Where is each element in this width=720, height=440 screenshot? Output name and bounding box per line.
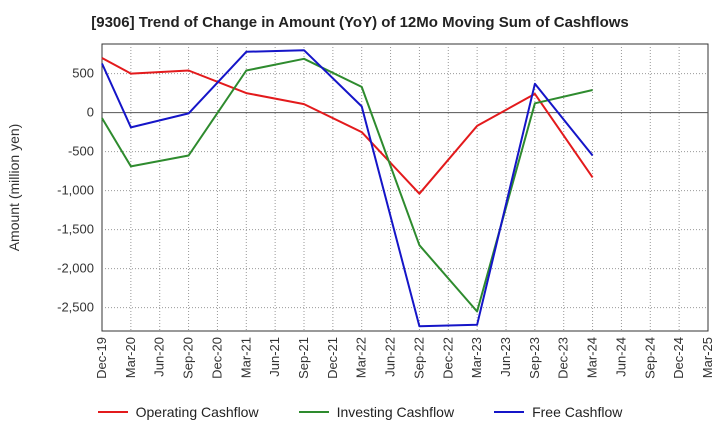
- series-layer: [101, 49, 594, 328]
- x-tick-label: Mar-22: [354, 337, 369, 378]
- y-tick-label: -1,500: [57, 222, 94, 237]
- chart-title: [9306] Trend of Change in Amount (YoY) o…: [91, 14, 629, 31]
- y-tick-label: -2,500: [57, 300, 94, 315]
- x-tick-label: Dec-23: [556, 337, 571, 379]
- y-axis-label: Amount (million yen): [6, 124, 22, 252]
- x-tick-label: Dec-22: [440, 337, 455, 379]
- series-line-operating-cashflow: [101, 57, 594, 195]
- y-tick-label: -2,000: [57, 261, 94, 276]
- legend-swatch: [97, 411, 128, 413]
- x-tick-label: Mar-23: [469, 337, 484, 378]
- x-tick-label: Sep-23: [527, 337, 542, 379]
- legend-swatch: [298, 411, 329, 413]
- x-tick-labels: Dec-19 Mar-20 Jun-20 Sep-20 Dec-20 Mar-21 Jun-…: [94, 337, 715, 379]
- legend-item-investing-cashflow: Investing Cashflow: [298, 404, 455, 420]
- y-tick-label: -500: [68, 144, 94, 159]
- x-tick-label: Mar-21: [238, 337, 253, 378]
- legend-item-free-cashflow: Free Cashflow: [494, 404, 622, 420]
- x-tick-label: Sep-22: [411, 337, 426, 379]
- x-tick-label: Mar-25: [700, 337, 715, 378]
- legend-label: Free Cashflow: [532, 404, 623, 420]
- x-tick-label: Jun-23: [498, 337, 513, 377]
- legend-item-operating-cashflow: Operating Cashflow: [97, 404, 259, 420]
- x-tick-label: Jun-21: [267, 337, 282, 377]
- x-tick-label: Dec-21: [325, 337, 340, 379]
- x-tick-label: Jun-22: [383, 337, 398, 377]
- y-tick-label: -1,000: [57, 183, 94, 198]
- x-tick-label: Dec-24: [671, 337, 686, 379]
- y-tick-label: 500: [72, 66, 94, 81]
- legend-swatch: [494, 411, 525, 413]
- legend-label: Investing Cashflow: [336, 404, 455, 420]
- x-tick-label: Jun-24: [613, 337, 628, 377]
- legend-label: Operating Cashflow: [135, 404, 259, 420]
- y-tick-label: 0: [87, 105, 94, 120]
- x-tick-label: Dec-20: [209, 337, 224, 379]
- series-line-free-cashflow: [101, 49, 594, 328]
- x-tick-label: Sep-21: [296, 337, 311, 379]
- plot-area: [101, 43, 709, 332]
- legend: Operating Cashflow Investing Cashflow Free…: [0, 404, 720, 420]
- x-tick-label: Sep-24: [642, 337, 657, 379]
- x-tick-label: Sep-20: [181, 337, 196, 379]
- x-tick-label: Mar-24: [585, 337, 600, 378]
- x-tick-label: Dec-19: [94, 337, 109, 379]
- x-tick-label: Jun-20: [152, 337, 167, 377]
- x-tick-label: Mar-20: [123, 337, 138, 378]
- y-tick-labels: 500 0 -500 -1,000 -1,500 -2,000 -2,500: [57, 66, 94, 315]
